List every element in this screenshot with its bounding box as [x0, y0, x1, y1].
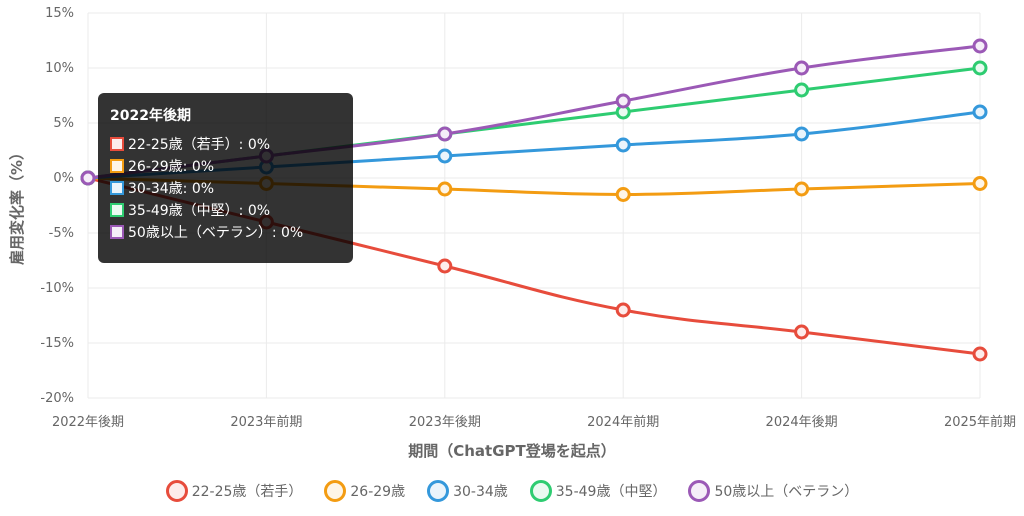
legend-item[interactable]: 35-49歳（中堅） — [529, 480, 667, 502]
legend: 22-25歳（若手） 26-29歳 30-34歳 35-49歳（中堅） 50歳以上（ベテ… — [0, 480, 1024, 502]
tooltip-title: 2022年後期 — [110, 108, 191, 124]
x-tick-label: 2024年後期 — [766, 415, 838, 430]
tooltip-swatch — [110, 137, 124, 151]
data-point — [794, 60, 810, 76]
y-tick-label: 10% — [45, 61, 74, 76]
tooltip-row-text: 35-49歳（中堅）: 0% — [128, 203, 271, 219]
tooltip-row: 26-29歳: 0% — [110, 155, 341, 177]
tooltip-row-text: 22-25歳（若手）: 0% — [128, 137, 271, 153]
tooltip-row: 22-25歳（若手）: 0% — [110, 133, 341, 155]
tooltip-swatch — [110, 159, 124, 173]
data-point — [437, 181, 453, 197]
y-tick-label: 0% — [53, 171, 74, 186]
x-tick-label: 2025年前期 — [944, 414, 1016, 430]
data-point — [80, 170, 96, 186]
data-point — [794, 324, 810, 340]
data-point — [794, 181, 810, 197]
data-point — [972, 346, 988, 362]
tooltip-row: 50歳以上（ベテラン）: 0% — [110, 221, 341, 243]
legend-label: 26-29歳 — [350, 484, 406, 500]
x-tick-label: 2023年後期 — [409, 415, 481, 430]
tooltip-swatch — [110, 225, 124, 239]
legend-marker-icon — [688, 480, 711, 502]
legend-label: 50歳以上（ベテラン） — [714, 484, 859, 500]
data-point — [972, 38, 988, 54]
legend-item[interactable]: 22-25歳（若手） — [165, 480, 303, 502]
y-tick-label: -10% — [40, 281, 74, 296]
tooltip-row-text: 26-29歳: 0% — [128, 159, 215, 175]
data-point — [615, 302, 631, 318]
data-point — [972, 60, 988, 76]
legend-marker-icon — [529, 480, 552, 502]
tooltip-row: 30-34歳: 0% — [110, 177, 341, 199]
data-point — [794, 82, 810, 98]
data-point — [972, 176, 988, 191]
y-tick-label: -15% — [40, 336, 74, 351]
y-axis-title: 雇用変化率（%） — [8, 145, 26, 265]
data-point — [615, 93, 631, 109]
tooltip-swatch — [110, 203, 124, 217]
data-point — [615, 137, 631, 153]
legend-label: 22-25歳（若手） — [191, 484, 303, 500]
data-point — [437, 148, 453, 164]
legend-item[interactable]: 26-29歳 — [324, 480, 405, 502]
legend-label: 35-49歳（中堅） — [555, 484, 667, 500]
data-point — [794, 126, 810, 142]
legend-marker-icon — [324, 480, 347, 502]
data-point — [615, 187, 631, 202]
x-tick-label: 2022年後期 — [52, 415, 124, 430]
y-tick-label: 5% — [53, 116, 74, 131]
data-point — [437, 126, 453, 142]
tooltip-row: 35-49歳（中堅）: 0% — [110, 199, 341, 221]
legend-marker-icon — [427, 480, 450, 502]
data-point — [437, 258, 453, 274]
y-tick-label: 15% — [45, 6, 74, 21]
tooltip-row-text: 30-34歳: 0% — [128, 181, 215, 197]
data-point — [972, 104, 988, 120]
legend-marker-icon — [165, 480, 188, 502]
y-tick-label: -20% — [40, 391, 74, 406]
x-tick-label: 2023年前期 — [230, 414, 302, 430]
legend-label: 30-34歳 — [453, 484, 508, 500]
y-tick-label: -5% — [49, 226, 74, 241]
tooltip-row-text: 50歳以上（ベテラン）: 0% — [128, 225, 304, 241]
tooltip-swatch — [110, 181, 124, 195]
legend-item[interactable]: 30-34歳 — [427, 480, 508, 502]
x-axis-title: 期間（ChatGPT登場を起点） — [408, 442, 616, 460]
tooltip: 2022年後期 22-25歳（若手）: 0% 26-29歳: 0% 30-34歳: … — [98, 93, 353, 263]
legend-item[interactable]: 50歳以上（ベテラン） — [688, 480, 858, 502]
x-tick-label: 2024年前期 — [587, 414, 659, 430]
